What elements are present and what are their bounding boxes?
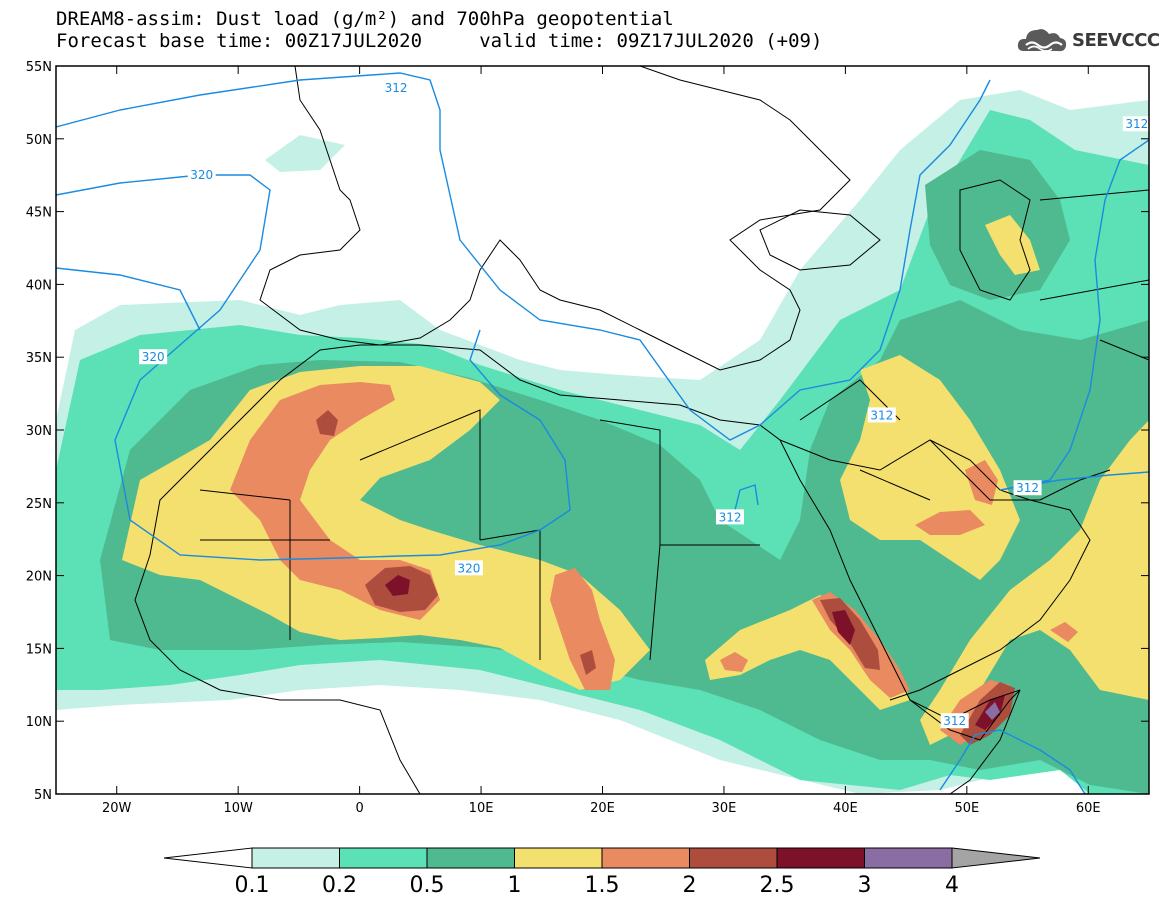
contour-label-bg xyxy=(716,509,745,525)
contour-312-south xyxy=(939,729,1086,794)
colorbar-label: 2 xyxy=(683,873,697,898)
contour-label: 320 xyxy=(457,561,480,575)
lon-label: 10W xyxy=(223,801,253,816)
lon-label: 10E xyxy=(469,801,494,816)
dust-level-2.5 xyxy=(385,575,410,596)
lat-label: 5N xyxy=(34,788,52,803)
lat-label: 10N xyxy=(26,715,52,730)
colorbar-box xyxy=(601,847,690,869)
lon-label: 30E xyxy=(712,801,737,816)
contour-312-far-east xyxy=(999,139,1149,491)
coastline-north-africa xyxy=(149,344,1021,721)
coastline-black-sea xyxy=(759,209,881,271)
lon-label: 20W xyxy=(102,801,132,816)
lat-label: 55N xyxy=(26,60,52,75)
coastlines xyxy=(134,66,1149,794)
coastline-caspian xyxy=(959,179,1031,301)
contour-320 xyxy=(56,174,571,561)
dust-level-2 xyxy=(580,650,596,675)
lon-label: 20E xyxy=(590,801,615,816)
contour-label: 312 xyxy=(870,408,893,422)
geopotential-contours xyxy=(56,72,1149,794)
contour-label-bg xyxy=(1122,116,1151,132)
lon-label: 0 xyxy=(355,801,363,816)
colorbar-box xyxy=(514,847,603,869)
colorbar-label: 0.1 xyxy=(235,873,270,898)
contour-label: 312 xyxy=(1016,481,1039,495)
contour-label: 312 xyxy=(719,510,742,524)
colorbar-label: 4 xyxy=(945,873,959,898)
lat-label: 45N xyxy=(26,206,52,221)
lat-label: 35N xyxy=(26,351,52,366)
dust-level-2 xyxy=(316,410,338,436)
seevccc-logo: SEEVCCC xyxy=(1016,23,1160,59)
borders-middle-east xyxy=(799,189,1149,501)
dust-level-1 xyxy=(920,420,1149,745)
dust-level-1.5 xyxy=(1050,622,1078,642)
lat-label: 50N xyxy=(26,133,52,148)
map-title: DREAM8-assim: Dust load (g/m²) and 700hP… xyxy=(56,8,674,30)
lat-label: 15N xyxy=(26,642,52,657)
colorbar-box xyxy=(689,847,778,869)
contour-label-bg xyxy=(187,167,216,183)
dust-level-3 xyxy=(985,702,1000,720)
coastline-arabia xyxy=(779,439,1091,701)
colorbar-over-triangle xyxy=(951,847,1041,869)
cloud-logo-icon xyxy=(1017,29,1067,52)
contour-312-north xyxy=(56,72,991,441)
contour-label-bg xyxy=(382,79,411,95)
contour-label-bg xyxy=(454,560,483,576)
coastline-europe xyxy=(259,66,851,371)
lon-label: 40E xyxy=(833,801,858,816)
colorbar: 0.1 0.2 0.5 1 1.5 2 2.5 3 4 xyxy=(163,847,1041,898)
contour-label: 312 xyxy=(1125,117,1148,131)
dust-level-2.5 xyxy=(832,610,855,645)
contour-312-east xyxy=(734,484,759,511)
lat-label: 25N xyxy=(26,497,52,512)
dust-level-1.5 xyxy=(915,510,985,535)
coastline-gulf xyxy=(929,439,1111,501)
lon-label: 60E xyxy=(1076,801,1101,816)
contour-label-bg xyxy=(940,713,969,729)
colorbar-label: 2.5 xyxy=(760,873,795,898)
colorbar-label: 3 xyxy=(858,873,872,898)
colorbar-label: 1.5 xyxy=(585,873,620,898)
contour-labels: 312 320 320 320 312 312 312 312 312 xyxy=(139,79,1151,729)
dust-level-1.5 xyxy=(550,568,615,690)
contour-label: 312 xyxy=(943,714,966,728)
contour-label: 320 xyxy=(190,168,213,182)
contour-320-west xyxy=(56,267,201,331)
colorbar-label: 0.2 xyxy=(322,873,357,898)
dust-level-1.5 xyxy=(720,652,748,672)
logo-text: SEEVCCC xyxy=(1072,30,1160,51)
contour-label-bg xyxy=(139,349,168,365)
coastline-west-africa xyxy=(134,554,421,794)
lat-label: 40N xyxy=(26,278,52,293)
dust-level-1.5 xyxy=(965,460,998,505)
colorbar-box xyxy=(339,847,428,869)
colorbar-label: 1 xyxy=(508,873,522,898)
contour-label: 312 xyxy=(385,81,408,95)
contour-label: 320 xyxy=(142,350,165,364)
colorbar-under-triangle xyxy=(163,847,253,869)
colorbar-box xyxy=(251,847,340,869)
dust-field xyxy=(56,66,1149,794)
contour-label-bg xyxy=(867,407,896,423)
dust-level-1.5 xyxy=(230,382,440,620)
forecast-time-subtitle: Forecast base time: 00Z17JUL2020 valid t… xyxy=(56,30,823,52)
coastline-horn xyxy=(909,689,1021,794)
colorbar-label: 0.5 xyxy=(410,873,445,898)
map-axes: 55N 50N 45N 40N 35N 30N 25N 20N 15N 10N 5N 20W 10W 0 1… xyxy=(26,60,1149,816)
lon-label: 50E xyxy=(954,801,979,816)
contour-label-bg xyxy=(1013,480,1042,496)
colorbar-box xyxy=(776,847,865,869)
colorbar-box xyxy=(864,847,953,869)
lat-label: 30N xyxy=(26,424,52,439)
colorbar-box xyxy=(426,847,515,869)
lat-label: 20N xyxy=(26,570,52,585)
